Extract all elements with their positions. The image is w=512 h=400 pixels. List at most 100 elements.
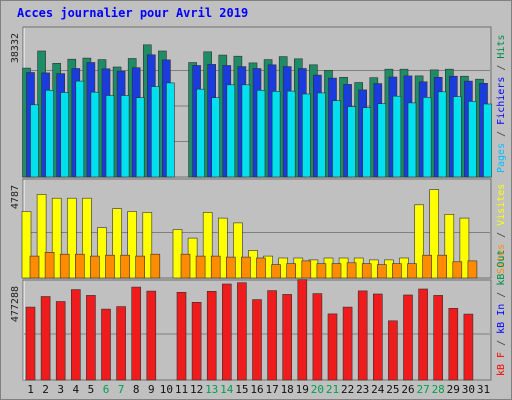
bar-visites-day-27	[414, 204, 424, 279]
bar-kb-f-day-15	[237, 282, 247, 381]
bar-sites-day-24	[376, 264, 387, 279]
chart-title: Acces journalier pour Avril 2019	[17, 6, 249, 20]
bar-kb-f-day-17	[267, 290, 277, 381]
bar-pages-day-1	[30, 104, 39, 178]
bar-sites-day-5	[90, 255, 100, 279]
bar-pages-day-5	[90, 91, 100, 178]
bar-pages-day-26	[407, 102, 417, 178]
bar-visites-day-1	[21, 211, 32, 279]
bar-visites-day-6	[97, 227, 107, 279]
bar-visites-day-15	[233, 222, 243, 279]
bar-kb-f-day-19	[297, 279, 308, 381]
legend-entry: /	[496, 59, 507, 77]
bar-pages-day-20	[317, 92, 326, 178]
x-tick-label: 29	[447, 383, 460, 396]
legend-entry: kB Out	[496, 250, 507, 286]
bar-visites-day-30	[459, 217, 470, 279]
bar-pages-day-25	[392, 95, 402, 178]
bar-sites-day-28	[437, 254, 448, 279]
bar-pages-day-8	[135, 97, 145, 178]
bar-sites-day-8	[135, 255, 145, 279]
legend-entry: Sites	[496, 244, 507, 274]
legend-entry: Visites	[496, 184, 507, 226]
panel-max-label: 477288	[10, 286, 21, 322]
bar-kb-f-day-18	[282, 294, 293, 381]
legend-entry: /	[496, 226, 507, 244]
bar-visites-day-29	[444, 214, 455, 279]
bar-sites-day-30	[467, 260, 478, 279]
x-tick-label: 23	[356, 383, 369, 396]
bar-sites-day-21	[331, 263, 342, 279]
axis-layer: 38332 Pages / Fichiers / Hits 4787 Sites / …	[10, 33, 507, 396]
bar-kb-f-day-21	[327, 313, 338, 381]
bar-pages-day-19	[301, 93, 311, 178]
bar-kb-f-day-13	[206, 290, 217, 381]
bar-pages-day-27	[422, 97, 432, 178]
x-tick-label: 13	[205, 383, 218, 396]
legend-entry: Fichiers	[496, 77, 507, 125]
bar-sites-day-3	[59, 253, 70, 279]
x-tick-label: 6	[103, 383, 110, 396]
x-tick-label: 31	[477, 383, 490, 396]
x-tick-label: 7	[118, 383, 125, 396]
x-tick-label: 11	[175, 383, 188, 396]
x-tick-label: 19	[296, 383, 309, 396]
bar-sites-day-7	[120, 254, 130, 279]
x-tick-label: 30	[462, 383, 475, 396]
x-tick-label: 20	[311, 383, 324, 396]
legend-entry: /	[496, 334, 507, 352]
bar-pages-day-29	[452, 96, 462, 178]
bar-sites-day-22	[346, 262, 357, 279]
bar-sites-day-17	[271, 264, 281, 279]
x-tick-label: 9	[148, 383, 155, 396]
bar-kb-f-day-8	[131, 286, 141, 381]
bar-sites-day-25	[392, 263, 402, 279]
bar-pages-day-21	[332, 100, 341, 178]
x-tick-label: 1	[27, 383, 34, 396]
bar-pages-day-9	[151, 86, 160, 178]
x-tick-label: 10	[160, 383, 173, 396]
panel-legend: Pages / Fichiers / Hits	[496, 35, 507, 174]
bar-pages-day-2	[45, 90, 54, 178]
bar-sites-day-27	[422, 254, 432, 279]
panel-legend: kB F / kB In / kB Out	[496, 250, 507, 376]
bar-visites-day-8	[127, 211, 137, 279]
bar-pages-day-18	[286, 90, 296, 178]
bar-kb-f-day-7	[116, 306, 126, 381]
panel-legend: Sites / Visites	[496, 184, 507, 274]
bar-kb-f-day-28	[433, 295, 444, 381]
x-tick-label: 28	[432, 383, 445, 396]
bar-kb-f-day-4	[71, 289, 81, 381]
bar-kb-f-day-3	[55, 301, 66, 381]
bar-visites-day-9	[142, 212, 153, 279]
x-tick-label: 5	[88, 383, 95, 396]
bar-pages-day-22	[347, 106, 356, 178]
legend-entry: kB F	[496, 352, 507, 376]
bar-sites-day-11	[180, 253, 191, 279]
bar-sites-day-1	[29, 255, 40, 279]
bar-pages-day-23	[362, 107, 372, 178]
bar-pages-day-13	[211, 97, 220, 178]
bar-pages-day-28	[437, 91, 447, 178]
legend-entry: Hits	[496, 35, 507, 59]
bar-pages-day-24	[377, 103, 387, 178]
bar-kb-f-day-5	[86, 295, 96, 381]
x-tick-label: 24	[371, 383, 385, 396]
bar-visites-day-28	[429, 189, 440, 279]
bar-pages-day-10	[166, 82, 175, 178]
bar-sites-day-6	[105, 254, 115, 279]
bar-kb-f-day-24	[372, 293, 383, 381]
x-tick-label: 4	[72, 383, 79, 396]
legend-entry: kB In	[496, 304, 507, 334]
bar-pages-day-31	[483, 103, 492, 178]
bar-kb-f-day-30	[463, 313, 474, 381]
x-tick-label: 14	[220, 383, 234, 396]
bar-kb-f-day-14	[222, 283, 232, 381]
bar-pages-day-15	[241, 84, 251, 178]
bar-kb-f-day-25	[388, 320, 398, 381]
x-tick-label: 25	[386, 383, 399, 396]
bar-visites-day-4	[67, 197, 77, 279]
legend-entry: /	[496, 286, 507, 304]
bar-kb-f-day-12	[191, 301, 202, 381]
